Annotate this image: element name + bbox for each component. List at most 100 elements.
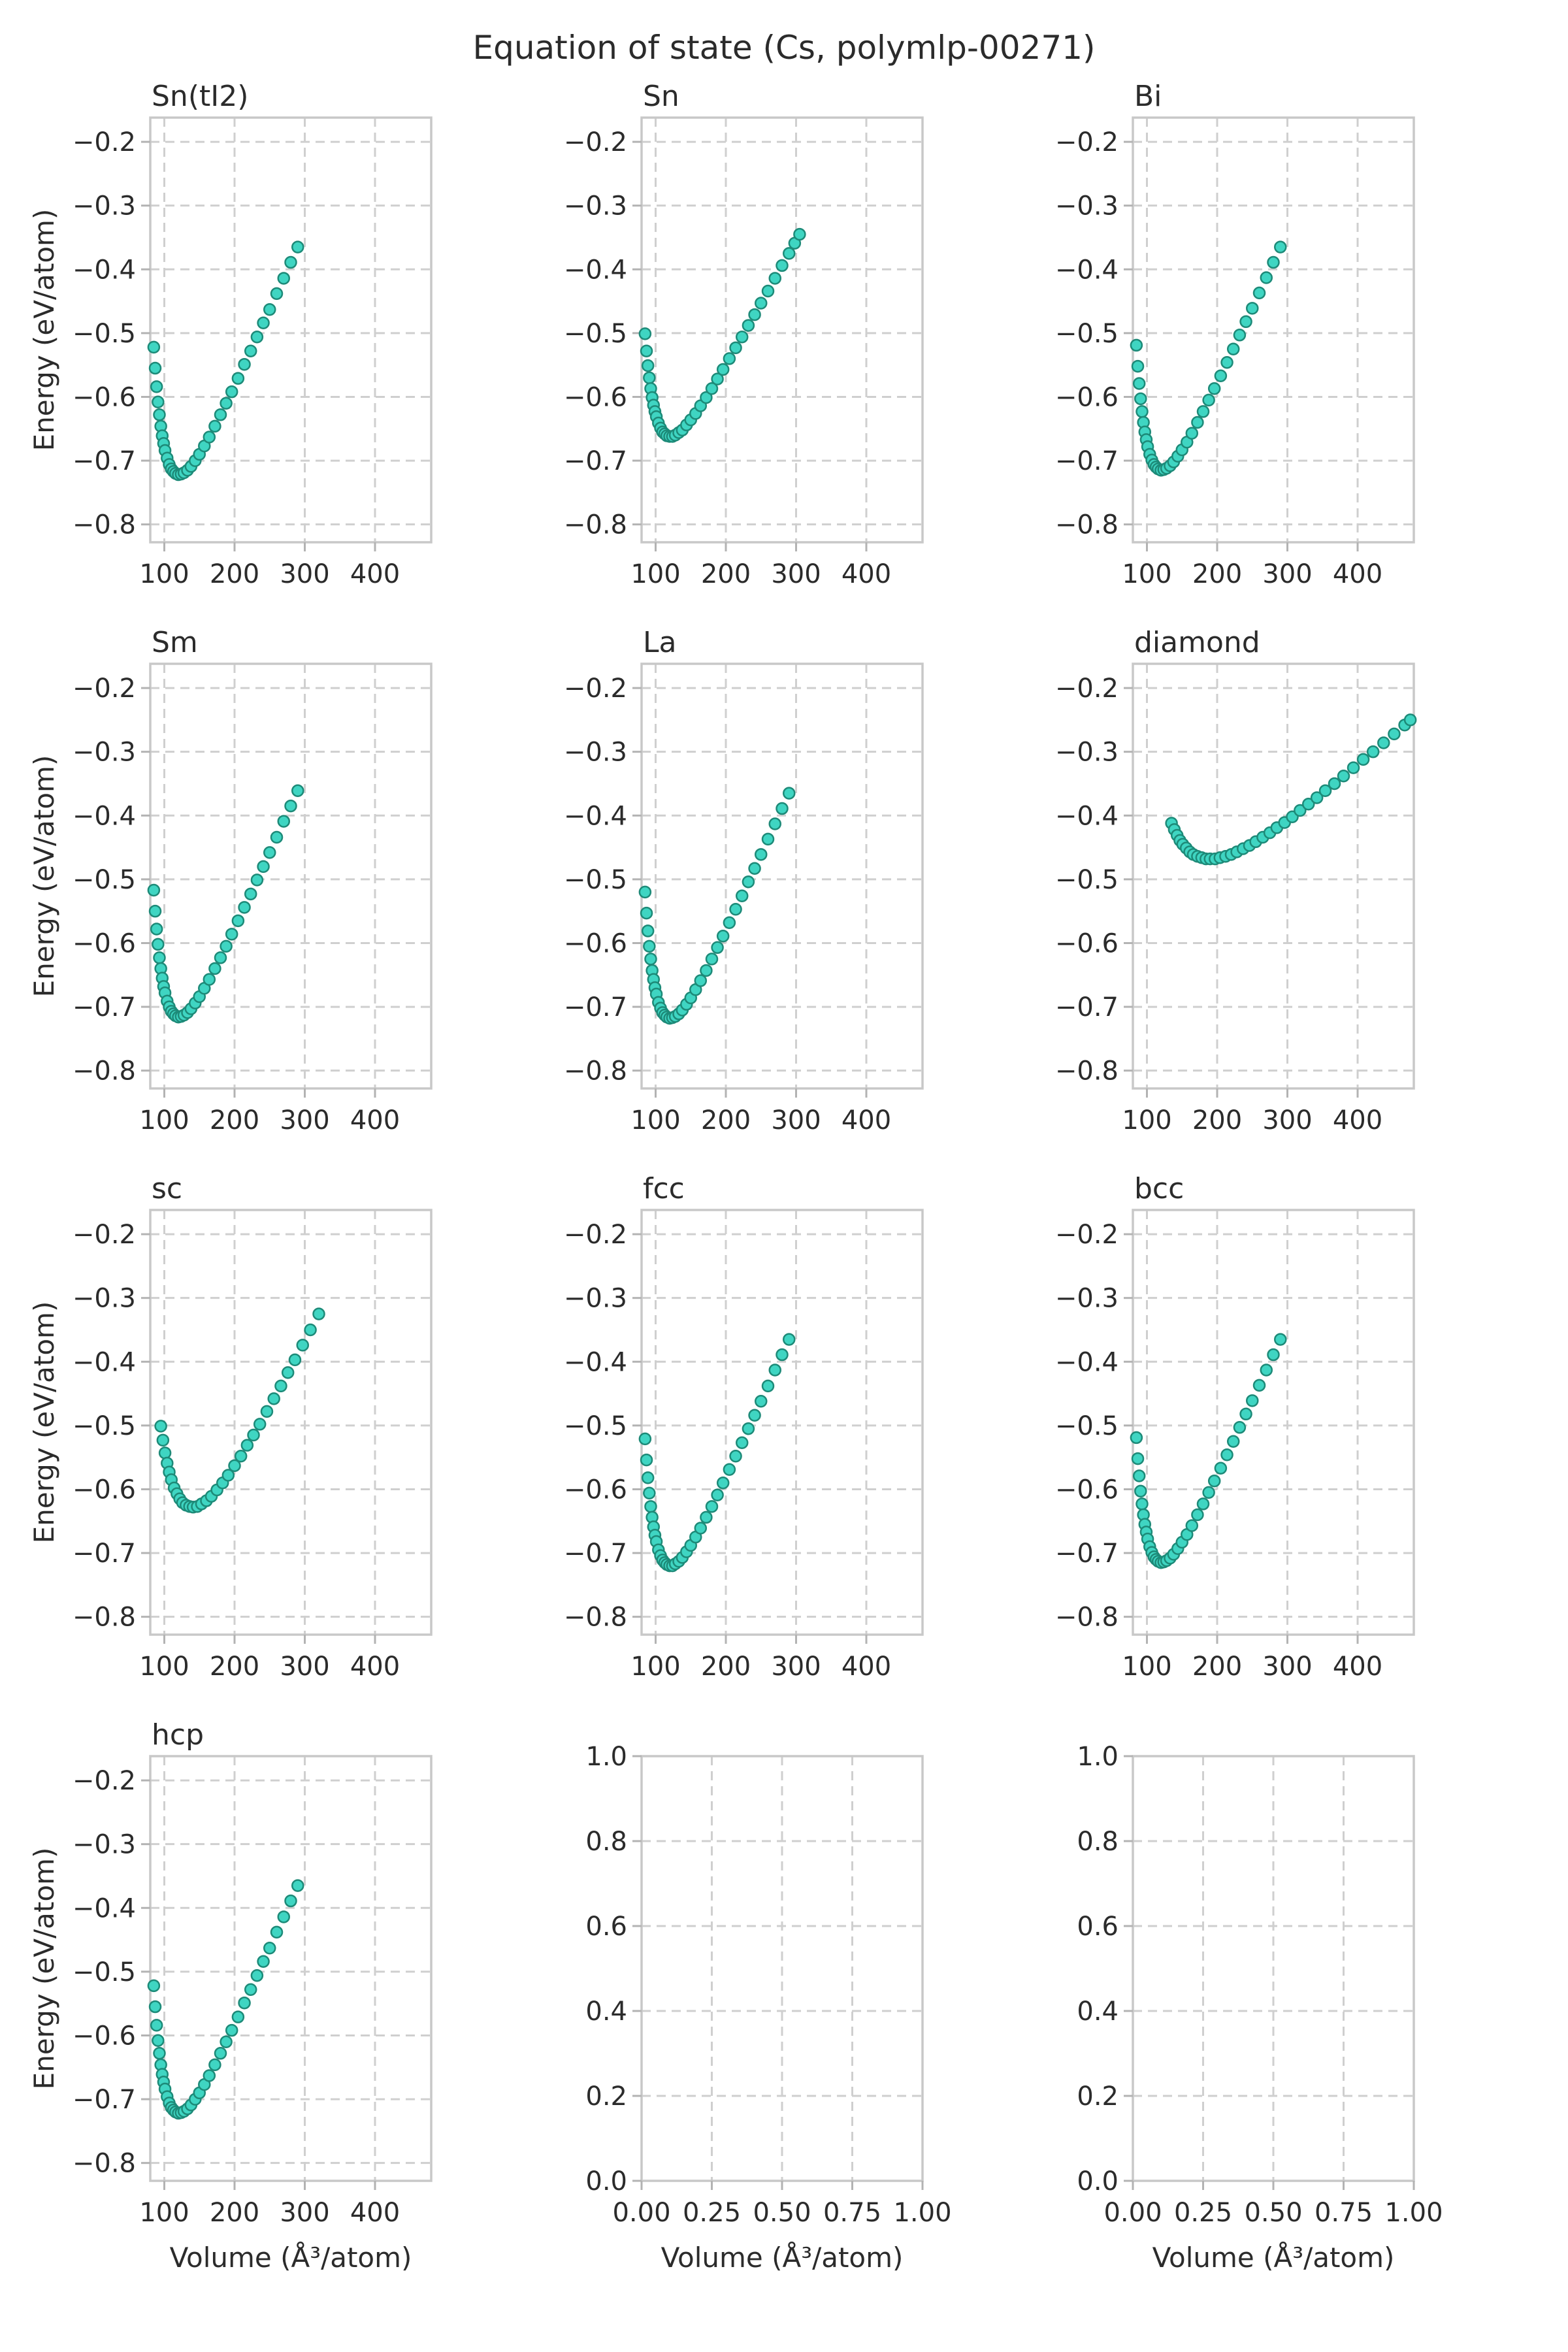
data-point <box>153 2047 166 2060</box>
data-point <box>263 846 276 859</box>
x-tick-label: 100 <box>139 1105 189 1135</box>
y-tick-label: −0.8 <box>1055 1603 1119 1633</box>
data-point <box>148 2000 162 2014</box>
data-point <box>694 974 708 987</box>
y-tick-label: −0.4 <box>564 1347 627 1377</box>
x-tick-label: 0.00 <box>612 2198 670 2228</box>
y-tick-label: −0.6 <box>73 2021 136 2051</box>
data-point <box>694 1522 708 1535</box>
data-point <box>1196 1497 1210 1511</box>
subplot-sc: 100 200 300 400 −0.2 −0.3 −0.4 −0.5 −0.6 −0.7 −0.8… <box>28 1172 433 1682</box>
y-tick-label: −0.5 <box>73 865 136 895</box>
data-point <box>1388 727 1401 741</box>
data-point <box>225 2023 238 2037</box>
axes-frame <box>149 662 433 1090</box>
data-point <box>735 1436 749 1449</box>
data-point <box>644 953 657 966</box>
data-point <box>1185 1519 1199 1532</box>
data-point <box>220 939 233 953</box>
data-point <box>1202 1486 1215 1499</box>
x-tick-label: 200 <box>1192 559 1242 589</box>
data-point <box>1318 784 1332 797</box>
data-point <box>284 255 297 269</box>
data-point <box>203 431 216 444</box>
y-tick-label: −0.5 <box>1055 1411 1119 1441</box>
data-point <box>723 352 736 365</box>
y-tick-label: −0.3 <box>73 1284 136 1314</box>
y-tick-label: −0.2 <box>1055 674 1119 704</box>
data-point <box>1202 393 1215 407</box>
data-point <box>1226 342 1240 356</box>
data-point <box>152 395 165 409</box>
x-tick-label: 0.00 <box>1103 2198 1162 2228</box>
data-point <box>711 372 724 385</box>
y-tick-label: 0.2 <box>1077 2082 1119 2112</box>
x-tick-label: 400 <box>841 559 891 589</box>
y-tick-label: −0.4 <box>1055 801 1119 831</box>
y-tick-label: −0.5 <box>1055 319 1119 349</box>
data-point <box>1260 1364 1273 1377</box>
y-tick-label: 0.4 <box>585 1997 627 2027</box>
data-point <box>208 962 221 975</box>
data-point <box>150 380 163 393</box>
data-point <box>1134 392 1147 406</box>
data-point <box>705 953 719 966</box>
data-point <box>723 916 736 929</box>
data-point <box>761 284 775 298</box>
x-tick-label: 300 <box>1262 1652 1312 1682</box>
x-tick-label: 300 <box>1262 559 1312 589</box>
data-point <box>1226 1435 1240 1448</box>
data-point <box>1337 770 1350 783</box>
data-point <box>638 885 652 899</box>
data-point <box>203 2069 216 2082</box>
data-point <box>263 303 276 316</box>
data-point <box>1302 797 1315 811</box>
data-point <box>643 371 656 384</box>
y-tick-label: −0.7 <box>564 992 627 1022</box>
data-point <box>203 973 216 986</box>
data-point <box>783 1333 796 1346</box>
data-point <box>260 1405 274 1418</box>
subplot-fcc: 100 200 300 400 −0.2 −0.3 −0.4 −0.5 −0.6 −0.7 −0.8… <box>564 1172 924 1682</box>
y-tick-label: −0.2 <box>73 127 136 157</box>
data-point <box>1132 1469 1146 1482</box>
y-tick-label: −0.5 <box>564 319 627 349</box>
data-point <box>244 1983 257 1996</box>
y-tick-label: −0.7 <box>564 446 627 476</box>
data-point <box>1134 1484 1147 1498</box>
y-tick-label: −0.4 <box>1055 255 1119 285</box>
data-point <box>755 297 768 310</box>
data-point <box>776 1348 789 1362</box>
y-axis-label: Energy (eV/atom) <box>28 755 60 998</box>
y-tick-label: −0.2 <box>564 1220 627 1250</box>
data-point <box>238 901 251 914</box>
y-tick-label: −0.2 <box>73 674 136 704</box>
y-tick-label: −0.4 <box>73 255 136 285</box>
data-point <box>1267 1348 1280 1362</box>
data-point <box>1377 736 1390 749</box>
data-point <box>208 2058 221 2072</box>
y-tick-label: −0.4 <box>73 1893 136 1923</box>
data-point <box>234 1449 248 1463</box>
data-point <box>221 1469 235 1482</box>
y-tick-label: −0.8 <box>73 2149 136 2179</box>
x-tick-label: 0.25 <box>1174 2198 1232 2228</box>
data-point <box>638 327 652 340</box>
data-point <box>291 1879 304 1892</box>
data-point <box>1246 302 1259 315</box>
subplot-title: Bi <box>1134 80 1162 113</box>
data-point <box>281 1366 295 1379</box>
x-tick-label: 100 <box>139 1652 189 1682</box>
x-tick-label: 100 <box>139 559 189 589</box>
data-point <box>253 1418 267 1431</box>
x-tick-label: 100 <box>630 559 680 589</box>
data-point <box>147 340 161 354</box>
x-tick-label: 200 <box>701 1652 751 1682</box>
data-point <box>147 1979 161 1993</box>
data-point <box>640 344 653 357</box>
y-tick-label: −0.4 <box>73 1347 136 1377</box>
data-point <box>147 883 161 897</box>
data-point <box>1267 255 1280 269</box>
data-point <box>284 1894 297 1908</box>
